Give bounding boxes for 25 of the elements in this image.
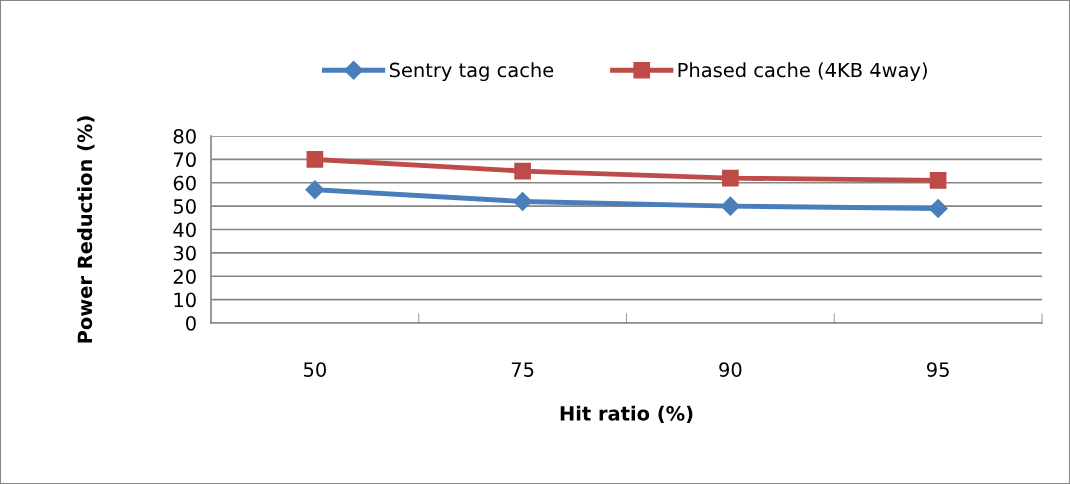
- y-tick-label: 70: [173, 152, 196, 168]
- point: [514, 162, 531, 180]
- x-axis-title: Hit ratio (%): [560, 405, 693, 424]
- y-tick-label: 60: [173, 175, 196, 191]
- x-tick-label: 75: [511, 362, 534, 377]
- point: [306, 151, 324, 168]
- y-tick-label: 20: [173, 269, 196, 284]
- y-tick-label: 30: [173, 245, 196, 261]
- y-tick-label: 80: [173, 128, 196, 144]
- y-tick-label: 10: [174, 292, 196, 308]
- y-tick-label: 40: [173, 222, 196, 238]
- y-tick-label: 0: [186, 315, 196, 331]
- x-tick-label: 95: [926, 362, 949, 377]
- point: [929, 172, 947, 189]
- y-axis-title: Power Reduction (%): [77, 116, 95, 343]
- point: [305, 180, 325, 200]
- y-tick-label: 50: [173, 199, 196, 214]
- x-tick-label: 50: [304, 362, 326, 377]
- x-tick-label: 90: [719, 362, 742, 377]
- point: [928, 198, 948, 218]
- legend-label: Sentry tag cache: [389, 62, 554, 82]
- point: [513, 191, 533, 211]
- legend-label: Phased cache (4KB 4way): [678, 62, 927, 82]
- point: [722, 169, 739, 187]
- point: [720, 196, 740, 216]
